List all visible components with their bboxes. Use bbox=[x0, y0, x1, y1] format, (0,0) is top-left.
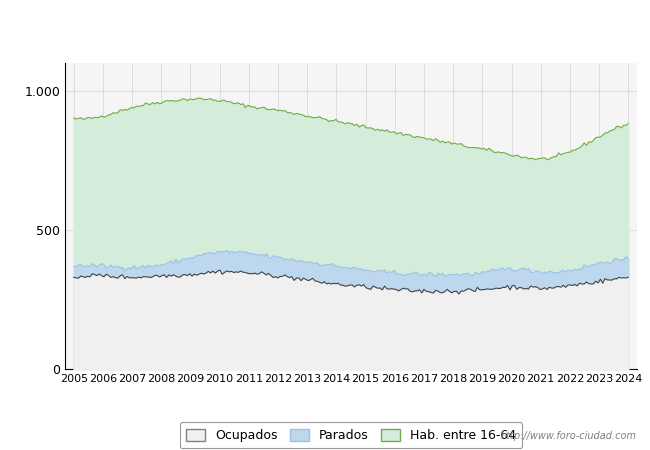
Text: Barx - Evolucion de la poblacion en edad de Trabajar Mayo de 2024: Barx - Evolucion de la poblacion en edad… bbox=[66, 19, 584, 35]
Legend: Ocupados, Parados, Hab. entre 16-64: Ocupados, Parados, Hab. entre 16-64 bbox=[180, 422, 522, 449]
Text: http://www.foro-ciudad.com: http://www.foro-ciudad.com bbox=[501, 431, 637, 441]
